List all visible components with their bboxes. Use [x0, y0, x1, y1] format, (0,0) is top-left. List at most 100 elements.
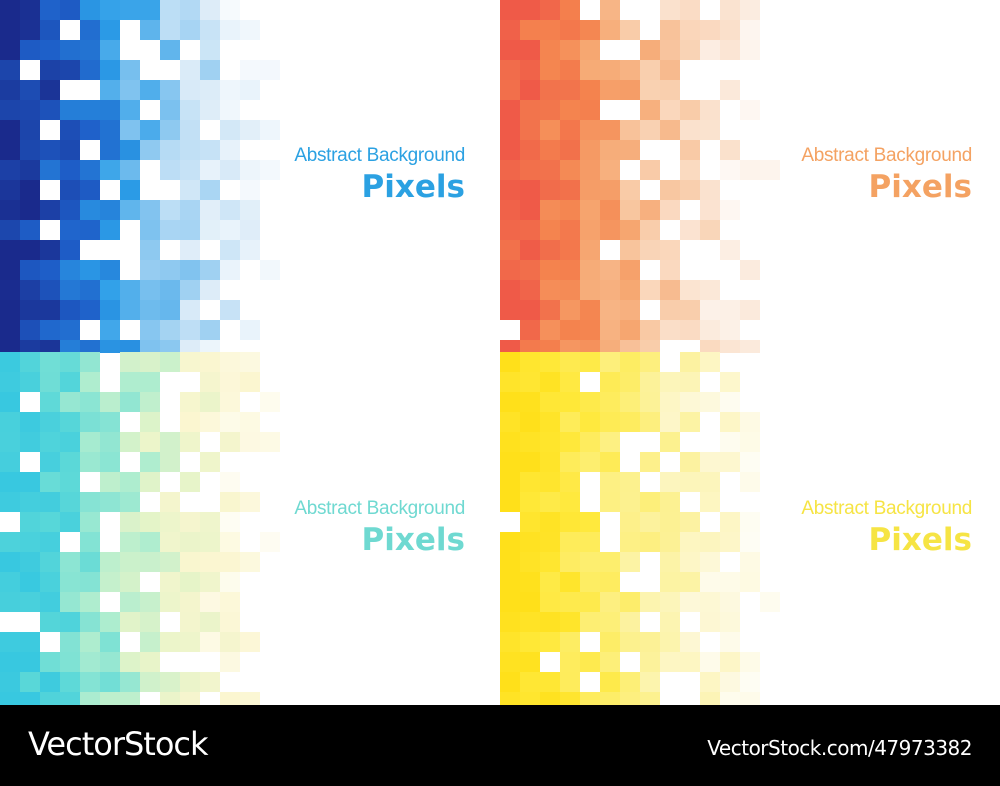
pixel [700, 200, 720, 220]
pixel [700, 532, 720, 552]
pixel [160, 352, 180, 372]
pixel [120, 652, 140, 672]
pixel [660, 20, 680, 40]
pixel [720, 240, 740, 260]
pixel [140, 632, 160, 652]
pixel [540, 352, 560, 372]
pixel [520, 672, 540, 692]
pixel [40, 552, 60, 572]
pixel [180, 120, 200, 140]
pixel [220, 352, 240, 372]
pixel [720, 532, 740, 552]
pixel [620, 140, 640, 160]
pixel [120, 692, 140, 705]
pixel [540, 40, 560, 60]
pixel [180, 692, 200, 705]
pixel [520, 120, 540, 140]
pixel [540, 220, 560, 240]
pixel [80, 392, 100, 412]
pixel [600, 672, 620, 692]
pixel [60, 160, 80, 180]
pixel [540, 412, 560, 432]
pixel [560, 692, 580, 705]
pixel [680, 532, 700, 552]
pixel [120, 372, 140, 392]
pixel [580, 412, 600, 432]
pixel [740, 512, 760, 532]
pixel [640, 352, 660, 372]
pixel [120, 0, 140, 20]
pixel [60, 180, 80, 200]
pixel [100, 160, 120, 180]
pixel [220, 372, 240, 392]
pixel [620, 300, 640, 320]
pixel [100, 672, 120, 692]
pixel [120, 120, 140, 140]
pixel [100, 692, 120, 705]
pixel [140, 412, 160, 432]
pixel [520, 0, 540, 20]
pixel [600, 340, 620, 353]
pixel [80, 532, 100, 552]
pixel [220, 200, 240, 220]
pixel [220, 612, 240, 632]
pixel [20, 492, 40, 512]
pixel [0, 80, 20, 100]
pixel [560, 80, 580, 100]
pixel [0, 532, 20, 552]
pixel [100, 452, 120, 472]
pixel [80, 260, 100, 280]
pixel [120, 80, 140, 100]
pixel [180, 532, 200, 552]
pixel [60, 692, 80, 705]
pixel [600, 200, 620, 220]
pixel [0, 452, 20, 472]
pixel [20, 240, 40, 260]
pixel [540, 20, 560, 40]
pixel [40, 140, 60, 160]
pixel [40, 80, 60, 100]
pixel [540, 632, 560, 652]
pixel [0, 432, 20, 452]
pixel [700, 20, 720, 40]
pixel [640, 452, 660, 472]
pixel [740, 260, 760, 280]
pixel [680, 592, 700, 612]
pixel [660, 392, 680, 412]
pixel [100, 220, 120, 240]
pixel [160, 0, 180, 20]
pixel [60, 300, 80, 320]
pixel [720, 40, 740, 60]
pixel [560, 592, 580, 612]
pixel [60, 240, 80, 260]
pixel [80, 120, 100, 140]
pixel [120, 572, 140, 592]
pixel [40, 40, 60, 60]
pixel [540, 532, 560, 552]
pixel [100, 0, 120, 20]
pixel [60, 572, 80, 592]
pixel [660, 100, 680, 120]
pixel [620, 372, 640, 392]
pixel [500, 472, 520, 492]
pixel [660, 612, 680, 632]
pixel [600, 220, 620, 240]
pixel [240, 352, 260, 372]
pixel [520, 472, 540, 492]
pixel [100, 120, 120, 140]
pixel [660, 492, 680, 512]
pixel [520, 372, 540, 392]
pixel [560, 180, 580, 200]
pixel [0, 632, 20, 652]
pixel [700, 652, 720, 672]
pixel [740, 100, 760, 120]
pixel [180, 552, 200, 572]
pixel [560, 512, 580, 532]
pixel [600, 652, 620, 672]
pixel [160, 572, 180, 592]
pixel [120, 552, 140, 572]
pixel [520, 340, 540, 353]
pixel [60, 652, 80, 672]
pixel [640, 412, 660, 432]
pixel [220, 572, 240, 592]
